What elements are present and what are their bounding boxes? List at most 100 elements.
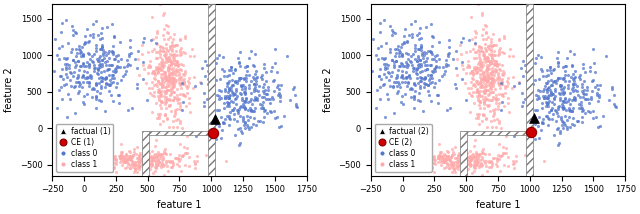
Point — [499, 51, 509, 55]
Point — [447, 160, 458, 164]
Point — [79, 77, 90, 80]
Point — [545, 88, 555, 91]
Point — [492, 71, 502, 74]
Point — [189, 160, 199, 163]
Point — [78, 62, 88, 66]
Point — [157, 158, 167, 162]
Point — [552, 111, 562, 114]
Point — [468, 77, 478, 81]
Point — [168, 163, 179, 167]
Point — [502, 84, 512, 88]
Point — [137, 53, 147, 56]
Point — [524, 115, 534, 118]
Point — [427, 166, 437, 169]
Point — [207, 151, 217, 154]
Point — [92, 89, 102, 93]
Point — [112, 64, 122, 68]
Point — [388, 159, 398, 162]
Point — [397, 103, 408, 106]
Point — [224, 104, 234, 107]
Point — [415, 58, 426, 61]
Point — [385, 48, 396, 51]
Point — [559, 77, 570, 80]
Point — [442, 157, 452, 160]
Point — [211, 108, 221, 112]
Point — [472, 70, 482, 74]
Point — [465, 49, 476, 53]
Point — [157, 163, 167, 166]
Point — [541, 101, 552, 105]
Point — [477, 120, 487, 123]
Point — [565, 109, 575, 112]
Point — [438, 160, 448, 163]
Point — [483, 75, 493, 79]
Point — [407, 87, 417, 91]
Point — [205, 89, 215, 93]
Point — [461, 164, 471, 167]
Point — [475, 73, 485, 76]
Point — [239, 87, 250, 91]
Point — [412, 72, 422, 76]
Point — [156, 82, 166, 85]
Point — [502, 76, 513, 79]
Point — [545, 68, 555, 72]
Point — [564, 108, 575, 111]
Point — [49, 38, 60, 41]
Point — [440, 158, 450, 162]
Point — [392, 85, 403, 88]
Point — [568, 82, 578, 85]
Point — [225, 110, 236, 114]
Point — [412, 60, 422, 63]
Point — [391, 51, 401, 55]
Point — [543, 101, 553, 105]
Point — [486, 53, 496, 56]
Point — [118, 154, 129, 158]
Point — [249, 117, 259, 120]
Point — [489, 62, 499, 66]
Point — [475, 106, 485, 109]
Point — [100, 155, 111, 159]
Point — [45, 50, 55, 53]
Point — [169, 76, 179, 79]
Point — [125, 155, 135, 158]
Point — [273, 94, 284, 97]
Point — [15, 47, 25, 50]
Point — [526, 150, 536, 153]
Point — [456, 53, 466, 56]
Point — [563, 86, 573, 90]
Point — [472, 62, 483, 66]
Point — [116, 150, 127, 154]
Point — [436, 74, 447, 78]
Point — [477, 83, 487, 87]
Point — [108, 52, 118, 55]
Point — [168, 70, 179, 73]
Point — [154, 62, 164, 66]
Point — [150, 67, 161, 70]
Point — [241, 96, 251, 100]
Point — [241, 123, 252, 127]
Point — [483, 36, 493, 39]
Point — [97, 58, 107, 61]
Point — [138, 78, 148, 81]
Point — [493, 119, 504, 123]
Point — [483, 78, 493, 82]
Point — [147, 160, 157, 163]
Point — [482, 55, 492, 59]
Point — [139, 67, 149, 71]
Point — [403, 33, 413, 37]
Point — [386, 74, 396, 78]
Point — [97, 43, 108, 47]
Point — [460, 157, 470, 160]
Point — [262, 92, 273, 95]
Point — [164, 103, 174, 107]
Point — [241, 114, 252, 118]
Point — [259, 91, 269, 95]
Point — [260, 109, 270, 112]
Point — [477, 61, 488, 64]
Point — [488, 114, 498, 118]
Point — [525, 75, 535, 79]
Point — [161, 78, 171, 81]
Point — [207, 85, 218, 88]
Point — [481, 99, 491, 102]
Point — [69, 84, 79, 87]
